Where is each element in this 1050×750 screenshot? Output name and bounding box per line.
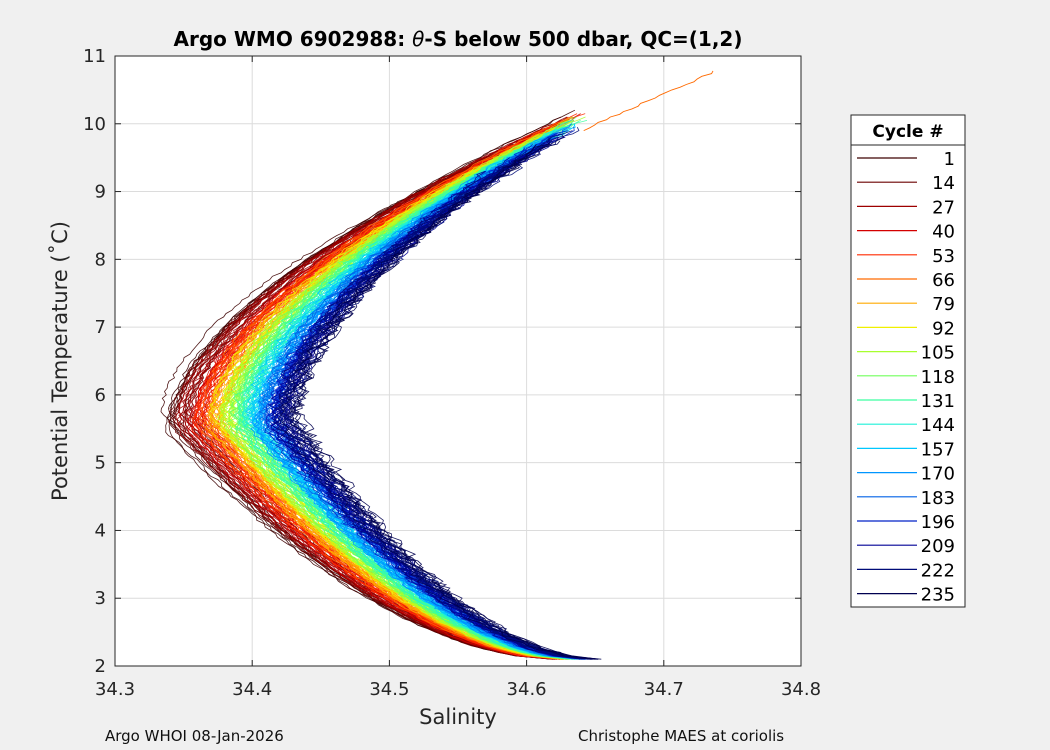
- footer-right: Christophe MAES at coriolis: [578, 727, 784, 745]
- legend-items: 1 14 27 40 53 66 79 92 105 118 131 144 157 170 183 196 2…: [857, 149, 955, 606]
- legend-entry: 66: [932, 270, 955, 291]
- legend-entry: 222: [921, 560, 955, 581]
- x-ticks: 34.3 34.4 34.5 34.6 34.7 34.8: [95, 56, 821, 700]
- x-tick-label: 34.7: [644, 679, 684, 700]
- chart-title: Argo WMO 6902988: θ-S below 500 dbar, QC…: [174, 27, 743, 51]
- legend-entry: 183: [921, 488, 955, 509]
- legend-entry: 131: [921, 391, 955, 412]
- x-tick-label: 34.6: [507, 679, 547, 700]
- y-tick-label: 4: [95, 520, 106, 541]
- y-ticks: 2 3 4 5 6 7 8 9 10 11: [83, 46, 801, 677]
- legend-entry: 27: [932, 197, 955, 218]
- legend-entry: 144: [921, 415, 955, 436]
- profile-line: [227, 143, 575, 660]
- legend-entry: 235: [921, 585, 955, 606]
- legend-entry: 118: [921, 367, 955, 388]
- x-axis-label: Salinity: [419, 705, 497, 729]
- legend-entry: 105: [921, 343, 955, 364]
- legend-entry: 157: [921, 439, 955, 460]
- legend-entry: 79: [932, 294, 955, 315]
- footer-left: Argo WHOI 08-Jan-2026: [105, 727, 284, 745]
- y-tick-label: 7: [95, 317, 106, 338]
- profile-line: [200, 133, 562, 660]
- y-tick-label: 8: [95, 249, 106, 270]
- legend-entry: 92: [932, 318, 955, 339]
- profile-line: [289, 143, 595, 660]
- profile-line: [282, 150, 594, 660]
- profile-line: [165, 116, 562, 660]
- x-tick-label: 34.8: [781, 679, 821, 700]
- x-tick-label: 34.5: [369, 679, 409, 700]
- profile-line: [583, 70, 714, 132]
- legend-entry: 170: [921, 464, 955, 485]
- profile-line: [285, 140, 596, 660]
- legend-box: [850, 114, 966, 608]
- legend-title: Cycle #: [872, 122, 943, 142]
- legend-entry: 209: [921, 536, 955, 557]
- y-tick-label: 6: [95, 385, 106, 406]
- profile-line: [261, 164, 585, 660]
- y-tick-label: 9: [95, 182, 106, 203]
- legend: Cycle # 1 14 27 40 53 66 79 92 105 118 131 144 157 17…: [850, 114, 966, 608]
- legend-entry: 53: [932, 246, 955, 267]
- profile-line: [280, 160, 599, 660]
- y-axis-label: Potential Temperature (˚C): [48, 221, 72, 501]
- legend-entry: 1: [944, 149, 955, 170]
- y-tick-label: 2: [95, 656, 106, 677]
- y-tick-label: 10: [83, 114, 106, 135]
- legend-entry: 14: [932, 173, 955, 194]
- plot-frame: [114, 55, 802, 667]
- profile-line: [293, 160, 602, 660]
- profile-line: [209, 133, 565, 660]
- legend-entry: 40: [932, 222, 955, 243]
- legend-entry: 196: [921, 512, 955, 533]
- x-tick-label: 34.3: [95, 679, 135, 700]
- plot-area: [115, 56, 801, 666]
- y-tick-label: 3: [95, 588, 106, 609]
- theta-s-profiles: [160, 70, 714, 660]
- x-tick-label: 34.4: [232, 679, 272, 700]
- y-tick-label: 11: [83, 46, 106, 67]
- profile-line: [194, 120, 568, 660]
- y-tick-label: 5: [95, 453, 106, 474]
